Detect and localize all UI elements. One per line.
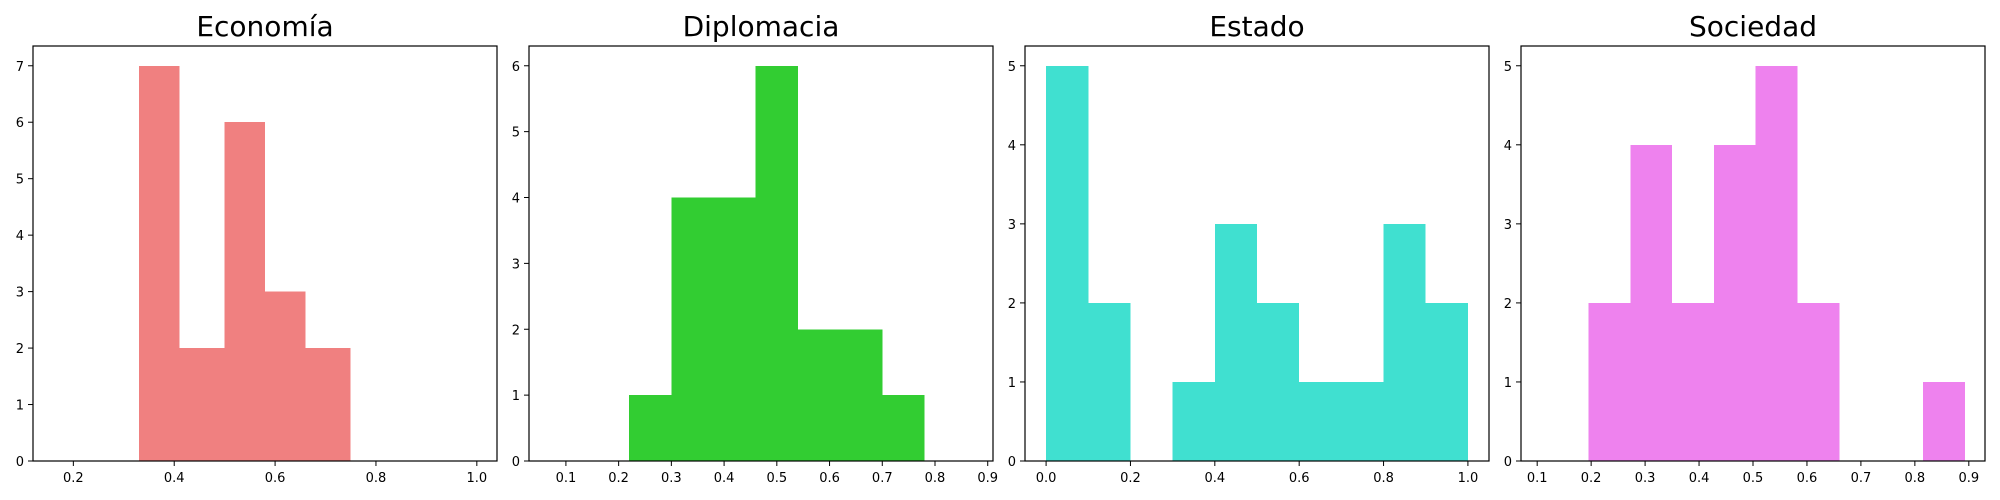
x-tick-label: 0.8	[366, 471, 387, 486]
histogram-bar	[1672, 302, 1714, 461]
y-tick-label: 1	[16, 399, 24, 414]
x-tick-label: 0.9	[977, 471, 998, 486]
histogram-bar	[1425, 302, 1468, 461]
histogram-bar	[840, 329, 883, 461]
y-tick-label: 5	[16, 173, 24, 188]
y-tick-label: 0	[1504, 455, 1512, 470]
y-tick-label: 2	[16, 342, 24, 357]
y-tick-label: 4	[16, 229, 24, 244]
x-tick-label: 0.4	[164, 471, 185, 486]
y-tick-label: 1	[1504, 376, 1512, 391]
chart-title: Estado	[1209, 10, 1304, 43]
histogram-bar	[138, 65, 180, 461]
x-tick-label: 0.6	[1289, 471, 1310, 486]
y-tick-label: 0	[16, 455, 24, 470]
x-tick-label: 0.4	[714, 471, 735, 486]
y-tick-label: 0	[512, 455, 520, 470]
histogram-bar	[224, 122, 265, 461]
y-tick-label: 2	[1008, 297, 1016, 312]
x-tick-label: 0.6	[1797, 471, 1818, 486]
chart-panel: 0.1 0.2 0.3 0.4 0.5 0.6 0.7 0.8 0.9 0 1 2 3 4 5 6 Diplom…	[512, 10, 998, 486]
histogram-bar	[629, 395, 672, 461]
y-tick-label: 7	[16, 60, 24, 75]
x-tick-label: 0.1	[556, 471, 577, 486]
x-tick-label: 0.7	[1851, 471, 1872, 486]
histogram-bar	[1922, 381, 1965, 461]
y-tick-label: 3	[1008, 218, 1016, 233]
x-tick-label: 0.8	[1373, 471, 1394, 486]
histogram-bar	[179, 348, 225, 461]
histogram-bar	[1172, 381, 1215, 461]
histogram-bar	[1588, 302, 1631, 461]
chart-panel: 0.0 0.2 0.4 0.6 0.8 1.0 0 1 2 3 4 5 Estado	[1008, 10, 1490, 486]
x-tick-label: 0.4	[1689, 471, 1710, 486]
x-tick-label: 0.6	[819, 471, 840, 486]
y-tick-label: 1	[512, 389, 520, 404]
histogram-bar	[1299, 381, 1342, 461]
x-tick-label: 0.0	[1036, 471, 1057, 486]
y-tick-label: 3	[512, 257, 520, 272]
plot-frame	[32, 45, 498, 462]
x-tick-label: 0.6	[265, 471, 286, 486]
x-tick-label: 0.1	[1527, 471, 1548, 486]
histogram-bar	[1713, 144, 1756, 462]
histogram-bar	[713, 197, 756, 461]
plot-frame	[528, 45, 994, 462]
y-tick-label: 2	[1504, 297, 1512, 312]
histogram-bar	[1630, 144, 1673, 462]
y-tick-label: 3	[1504, 218, 1512, 233]
plot-frame	[1024, 45, 1490, 462]
x-tick-label: 0.2	[63, 471, 84, 486]
chart-panel: 0.2 0.4 0.6 0.8 1.0 0 1 2 3 4 5 6 7 Economía	[16, 10, 498, 486]
y-tick-label: 0	[1008, 455, 1016, 470]
x-tick-label: 0.7	[872, 471, 893, 486]
chart-title: Diplomacia	[683, 10, 840, 43]
x-tick-label: 0.3	[1635, 471, 1656, 486]
x-tick-label: 0.2	[1581, 471, 1602, 486]
histogram-bar	[1257, 302, 1300, 461]
histogram-bar	[305, 348, 351, 461]
x-tick-label: 1.0	[466, 471, 487, 486]
y-tick-label: 4	[1504, 139, 1512, 154]
x-tick-label: 0.8	[1905, 471, 1926, 486]
y-tick-label: 5	[1008, 60, 1016, 75]
x-tick-label: 0.5	[1743, 471, 1764, 486]
histogram-bar	[797, 329, 841, 461]
y-tick-label: 5	[512, 126, 520, 141]
y-tick-label: 3	[16, 286, 24, 301]
y-tick-label: 6	[16, 116, 24, 131]
histogram-bar	[1214, 223, 1257, 461]
y-tick-label: 6	[512, 60, 520, 75]
x-tick-label: 0.8	[925, 471, 946, 486]
x-tick-label: 0.2	[608, 471, 629, 486]
x-tick-label: 0.4	[1204, 471, 1225, 486]
x-tick-label: 0.9	[1958, 471, 1979, 486]
histogram-bar	[265, 291, 306, 461]
y-tick-label: 4	[1008, 139, 1016, 154]
x-tick-label: 0.3	[661, 471, 682, 486]
histogram-bar	[1383, 223, 1426, 461]
y-tick-label: 1	[1008, 376, 1016, 391]
histogram-bar	[1088, 302, 1131, 461]
chart-title: Economía	[196, 10, 333, 43]
y-tick-label: 5	[1504, 60, 1512, 75]
histogram-bar	[882, 395, 925, 461]
y-tick-label: 4	[512, 192, 520, 207]
chart-title: Sociedad	[1689, 10, 1817, 43]
histogram-bar	[755, 65, 798, 461]
x-tick-label: 1.0	[1458, 471, 1479, 486]
histogram-bar	[671, 197, 714, 461]
x-tick-label: 0.2	[1120, 471, 1141, 486]
histogram-bar	[1797, 302, 1840, 461]
histogram-bar	[1341, 381, 1384, 461]
x-tick-label: 0.5	[766, 471, 787, 486]
chart-panel: 0.1 0.2 0.3 0.4 0.5 0.6 0.7 0.8 0.9 0 1 2 3 4 5 Socieda…	[1504, 10, 1986, 486]
histogram-bar	[1046, 65, 1089, 461]
y-tick-label: 2	[512, 323, 520, 338]
histogram-bar	[1755, 65, 1798, 461]
